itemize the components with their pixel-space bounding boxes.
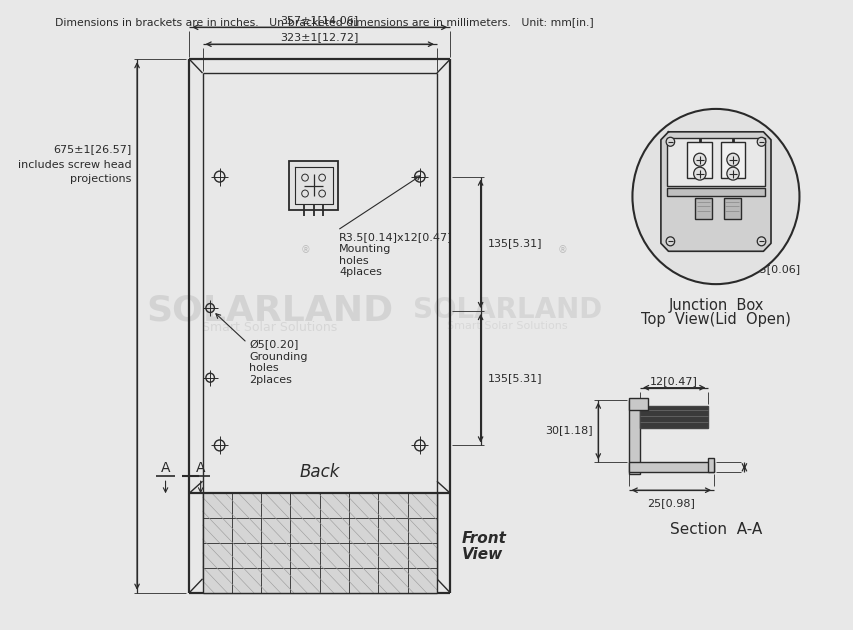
Text: includes screw head: includes screw head xyxy=(18,159,131,169)
Circle shape xyxy=(665,237,674,246)
Text: projections: projections xyxy=(70,174,131,183)
Text: Section  A-A: Section A-A xyxy=(669,522,761,537)
Text: 12[0.47]: 12[0.47] xyxy=(649,375,697,386)
Circle shape xyxy=(757,137,765,146)
Text: Smart Solar Solutions: Smart Solar Solutions xyxy=(446,321,567,331)
Text: ®: ® xyxy=(301,245,310,255)
Bar xyxy=(202,493,437,593)
Circle shape xyxy=(665,137,674,146)
Circle shape xyxy=(693,153,705,166)
Circle shape xyxy=(632,109,798,284)
Bar xyxy=(288,161,338,210)
Bar xyxy=(628,462,713,472)
Text: ®: ® xyxy=(557,245,566,255)
Bar xyxy=(666,188,764,195)
Polygon shape xyxy=(660,132,770,251)
Text: 675±1[26.57]: 675±1[26.57] xyxy=(53,144,131,154)
Bar xyxy=(707,459,713,472)
Text: A: A xyxy=(160,461,170,475)
Bar xyxy=(628,399,639,474)
Text: 357±1[14.06]: 357±1[14.06] xyxy=(280,15,358,25)
Text: SOLARLAND: SOLARLAND xyxy=(412,296,601,324)
Bar xyxy=(628,398,647,410)
Bar xyxy=(720,142,745,178)
Text: 25[0.98]: 25[0.98] xyxy=(647,498,694,508)
Text: A: A xyxy=(195,461,206,475)
Bar xyxy=(722,198,740,219)
Text: 1.5[0.06]: 1.5[0.06] xyxy=(749,264,800,274)
Text: R3.5[0.14]x12[0.47]
Mounting
holes
4places: R3.5[0.14]x12[0.47] Mounting holes 4plac… xyxy=(339,232,452,277)
Bar xyxy=(694,198,711,219)
Text: Front: Front xyxy=(461,530,506,546)
Bar xyxy=(639,406,707,428)
Text: Junction  Box: Junction Box xyxy=(668,298,763,313)
Circle shape xyxy=(693,167,705,180)
Text: 30[1.18]: 30[1.18] xyxy=(544,425,592,435)
Text: Ø5[0.20]
Grounding
holes
2places: Ø5[0.20] Grounding holes 2places xyxy=(249,340,307,385)
Circle shape xyxy=(757,237,765,246)
Circle shape xyxy=(726,153,739,166)
Text: SOLARLAND: SOLARLAND xyxy=(146,293,393,327)
Text: 323±1[12.72]: 323±1[12.72] xyxy=(280,32,358,42)
Text: 135[5.31]: 135[5.31] xyxy=(488,238,542,248)
Text: Smart Solar Solutions: Smart Solar Solutions xyxy=(202,321,337,335)
Text: Dimensions in brackets are in inches.   Un-bracketed dimensions are in millimete: Dimensions in brackets are in inches. Un… xyxy=(55,17,594,27)
Text: Top  View(Lid  Open): Top View(Lid Open) xyxy=(641,312,790,327)
Bar xyxy=(687,142,711,178)
Text: 135[5.31]: 135[5.31] xyxy=(488,373,542,382)
Bar xyxy=(666,138,764,186)
Text: View: View xyxy=(461,547,502,563)
Circle shape xyxy=(726,167,739,180)
Text: Back: Back xyxy=(299,463,339,481)
